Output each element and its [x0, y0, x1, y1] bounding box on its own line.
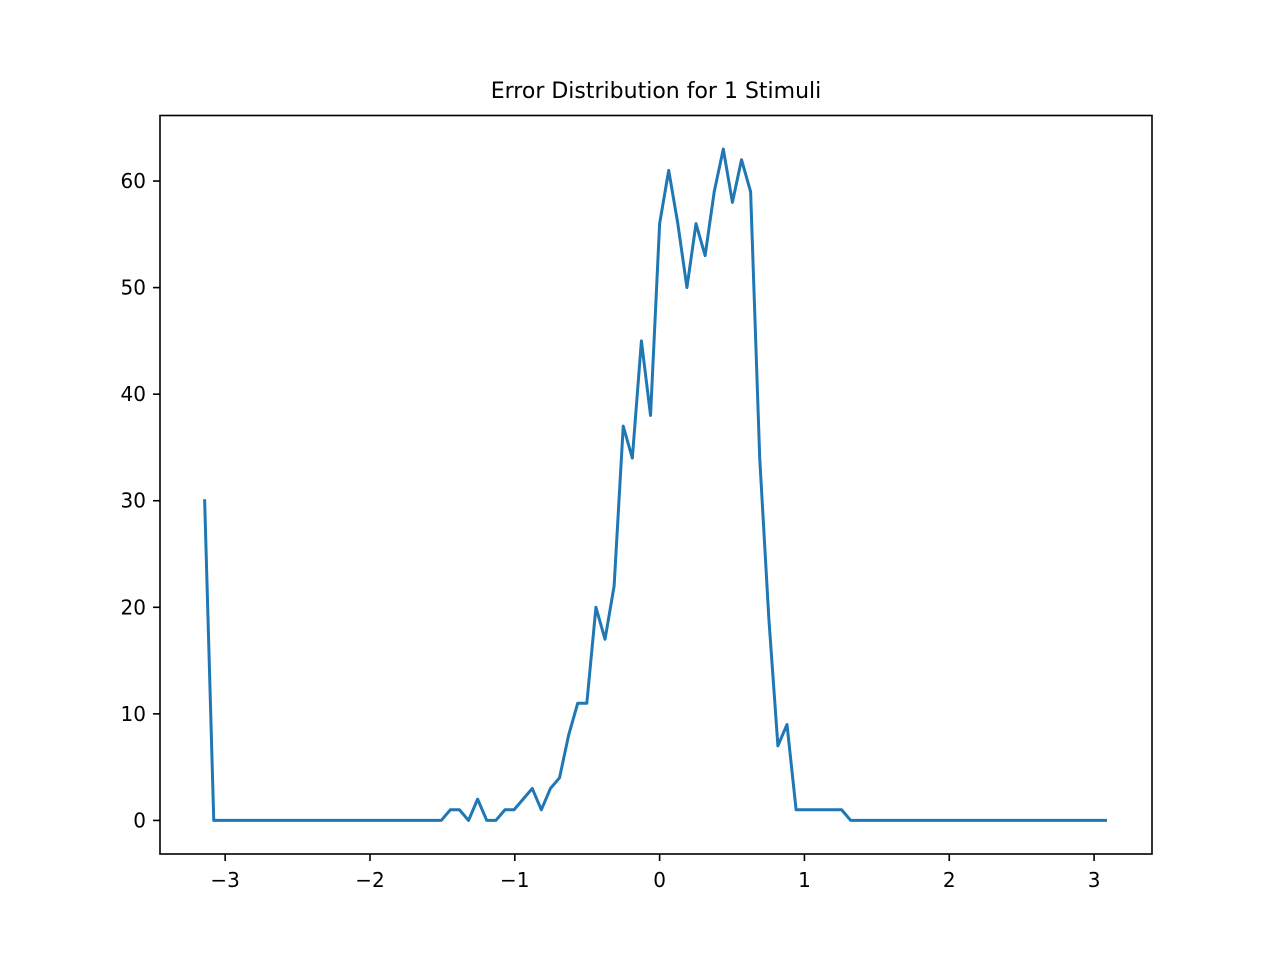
- chart-title: Error Distribution for 1 Stimuli: [491, 79, 822, 104]
- y-tick-label: 20: [121, 595, 146, 619]
- series-line-0: [203, 147, 1107, 822]
- plot-area-frame: [159, 114, 1153, 855]
- y-tick-label: 30: [121, 489, 146, 513]
- x-tick-label: 1: [798, 868, 811, 892]
- x-tick-label: 0: [653, 868, 666, 892]
- y-tick-label: 40: [121, 382, 146, 406]
- x-tick-label: 3: [1088, 868, 1101, 892]
- y-tick-label: 50: [121, 276, 146, 300]
- y-tick-label: 0: [133, 808, 146, 832]
- y-tick-label: 60: [121, 169, 146, 193]
- x-tick-label: −3: [210, 868, 239, 892]
- x-axis: −3 −2 −1 0 1 2 3: [210, 854, 1100, 892]
- x-tick-label: −2: [355, 868, 384, 892]
- y-tick-label: 10: [121, 702, 146, 726]
- x-tick-label: 2: [943, 868, 956, 892]
- series-layer: [203, 147, 1107, 822]
- x-tick-label: −1: [500, 868, 529, 892]
- y-axis: 0 10 20 30 40 50 60: [121, 169, 160, 832]
